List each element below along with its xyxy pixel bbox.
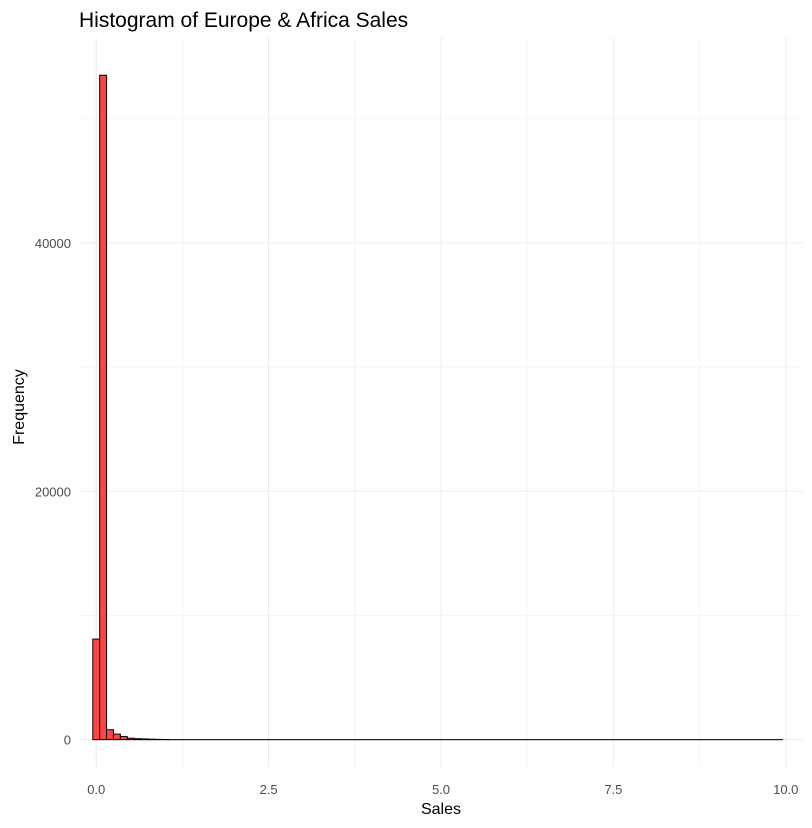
x-tick-label: 2.5 (260, 782, 278, 797)
y-axis-tick-labels: 0 20000 40000 (35, 236, 71, 748)
x-tick-label: 5.0 (432, 782, 450, 797)
histogram-bars (92, 74, 783, 741)
histogram-bar (99, 74, 108, 741)
histogram-bar (133, 738, 142, 741)
histogram-bar (92, 638, 101, 741)
x-tick-label: 10.0 (773, 782, 798, 797)
histogram-bar (112, 733, 121, 741)
x-axis-title: Sales (421, 801, 461, 818)
x-axis-tick-labels: 0.0 2.5 5.0 7.5 10.0 (87, 782, 798, 797)
y-tick-label: 0 (64, 733, 71, 748)
histogram-bar (140, 738, 149, 741)
histogram-bar (126, 737, 135, 741)
y-tick-label: 40000 (35, 236, 71, 251)
histogram-bar (119, 736, 128, 741)
chart-title: Histogram of Europe & Africa Sales (79, 9, 408, 32)
y-axis-title: Frequency (11, 369, 28, 445)
histogram-bar (106, 729, 114, 741)
x-tick-label: 0.0 (87, 782, 105, 797)
y-tick-label: 20000 (35, 484, 71, 499)
x-tick-label: 7.5 (604, 782, 622, 797)
